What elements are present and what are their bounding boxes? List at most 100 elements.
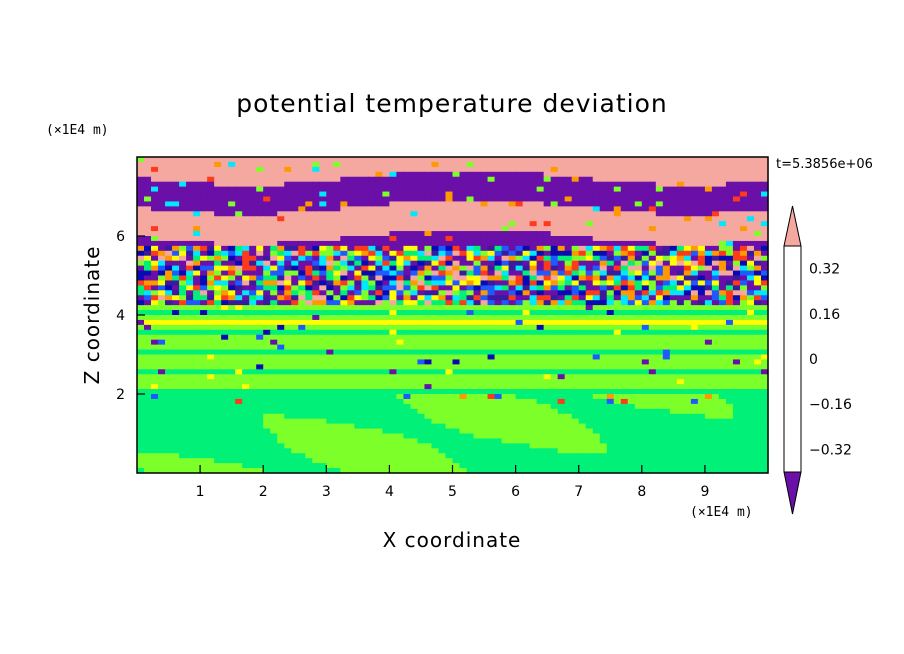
heatmap-cell: [753, 166, 762, 173]
heatmap-cell: [445, 166, 454, 173]
heatmap-cell: [207, 384, 215, 390]
heatmap-cell: [368, 260, 376, 267]
heatmap-cell: [137, 181, 145, 188]
heatmap-cell: [557, 295, 566, 301]
heatmap-cell: [641, 418, 650, 425]
heatmap-cell: [746, 221, 755, 227]
heatmap-cell: [634, 398, 643, 405]
heatmap-cell: [396, 240, 405, 247]
heatmap-cell: [711, 240, 720, 247]
heatmap-cell: [760, 226, 769, 232]
heatmap-cell: [501, 310, 510, 316]
heatmap-cell: [312, 364, 320, 370]
heatmap-cell: [515, 319, 524, 326]
heatmap-cell: [501, 196, 510, 203]
heatmap-cell: [410, 171, 419, 178]
heatmap-cell: [725, 206, 734, 212]
heatmap-cell: [186, 181, 194, 188]
heatmap-cell: [473, 191, 482, 198]
heatmap-cell: [452, 275, 461, 282]
heatmap-cell: [459, 389, 468, 395]
heatmap-cell: [697, 166, 706, 173]
heatmap-cell: [704, 354, 713, 361]
heatmap-cell: [438, 290, 447, 296]
heatmap-cell: [480, 408, 489, 415]
heatmap-cell: [382, 226, 390, 232]
heatmap-cell: [144, 181, 152, 188]
heatmap-cell: [305, 374, 313, 380]
heatmap-cell: [319, 344, 327, 351]
heatmap-cell: [270, 226, 278, 232]
heatmap-cell: [137, 334, 145, 341]
heatmap-cell: [284, 280, 292, 286]
heatmap-cell: [760, 231, 769, 237]
heatmap-cell: [683, 384, 692, 390]
heatmap-cell: [298, 191, 306, 198]
heatmap-cell: [249, 161, 257, 168]
heatmap-cell: [557, 176, 566, 183]
heatmap-cell: [473, 300, 482, 306]
heatmap-cell: [592, 354, 601, 361]
heatmap-cell: [235, 403, 243, 410]
heatmap-cell: [144, 305, 152, 311]
heatmap-cell: [284, 211, 292, 217]
heatmap-cell: [627, 324, 636, 331]
heatmap-cell: [641, 211, 650, 217]
heatmap-cell: [445, 418, 454, 425]
heatmap-cell: [543, 354, 552, 361]
heatmap-cell: [627, 280, 636, 286]
heatmap-cell: [515, 171, 524, 178]
heatmap-cell: [690, 423, 699, 430]
heatmap-cell: [347, 408, 355, 415]
heatmap-cell: [578, 166, 587, 173]
heatmap-cell: [347, 191, 355, 198]
heatmap-cell: [606, 310, 615, 316]
heatmap-cell: [228, 260, 236, 267]
heatmap-cell: [403, 339, 412, 346]
heatmap-cell: [725, 240, 734, 247]
heatmap-cell: [291, 265, 299, 272]
heatmap-cell: [375, 285, 383, 291]
heatmap-cell: [256, 408, 264, 415]
heatmap-cell: [760, 324, 769, 331]
heatmap-cell: [284, 369, 292, 375]
heatmap-cell: [536, 379, 545, 385]
heatmap-cell: [333, 196, 341, 203]
heatmap-cell: [361, 186, 369, 193]
heatmap-cell: [228, 423, 236, 430]
heatmap-cell: [179, 359, 187, 365]
heatmap-cell: [704, 290, 713, 296]
heatmap-cell: [368, 280, 376, 286]
heatmap-cell: [270, 379, 278, 385]
heatmap-cell: [641, 379, 650, 385]
heatmap-cell: [389, 300, 398, 306]
heatmap-cell: [459, 359, 468, 365]
heatmap-cell: [186, 394, 194, 400]
heatmap-cell: [410, 240, 419, 247]
heatmap-cell: [284, 265, 292, 272]
heatmap-cell: [739, 186, 748, 193]
heatmap-cell: [298, 181, 306, 188]
heatmap-cell: [305, 300, 313, 306]
heatmap-cell: [529, 349, 538, 356]
heatmap-cell: [487, 171, 496, 178]
heatmap-cell: [277, 408, 285, 415]
heatmap-cell: [340, 270, 348, 277]
heatmap-cell: [312, 389, 320, 395]
heatmap-cell: [585, 191, 594, 198]
heatmap-cell: [165, 240, 173, 247]
heatmap-cell: [613, 206, 622, 212]
heatmap-cell: [508, 398, 517, 405]
heatmap-cell: [606, 191, 615, 198]
heatmap-cell: [557, 216, 566, 222]
heatmap-cell: [606, 344, 615, 351]
heatmap-cell: [725, 354, 734, 361]
heatmap-cell: [424, 206, 433, 212]
heatmap-cell: [361, 280, 369, 286]
heatmap-cell: [690, 157, 699, 163]
heatmap-cell: [207, 398, 215, 405]
heatmap-cell: [221, 428, 229, 435]
heatmap-cell: [501, 280, 510, 286]
heatmap-cell: [522, 423, 531, 430]
heatmap-cell: [592, 359, 601, 365]
